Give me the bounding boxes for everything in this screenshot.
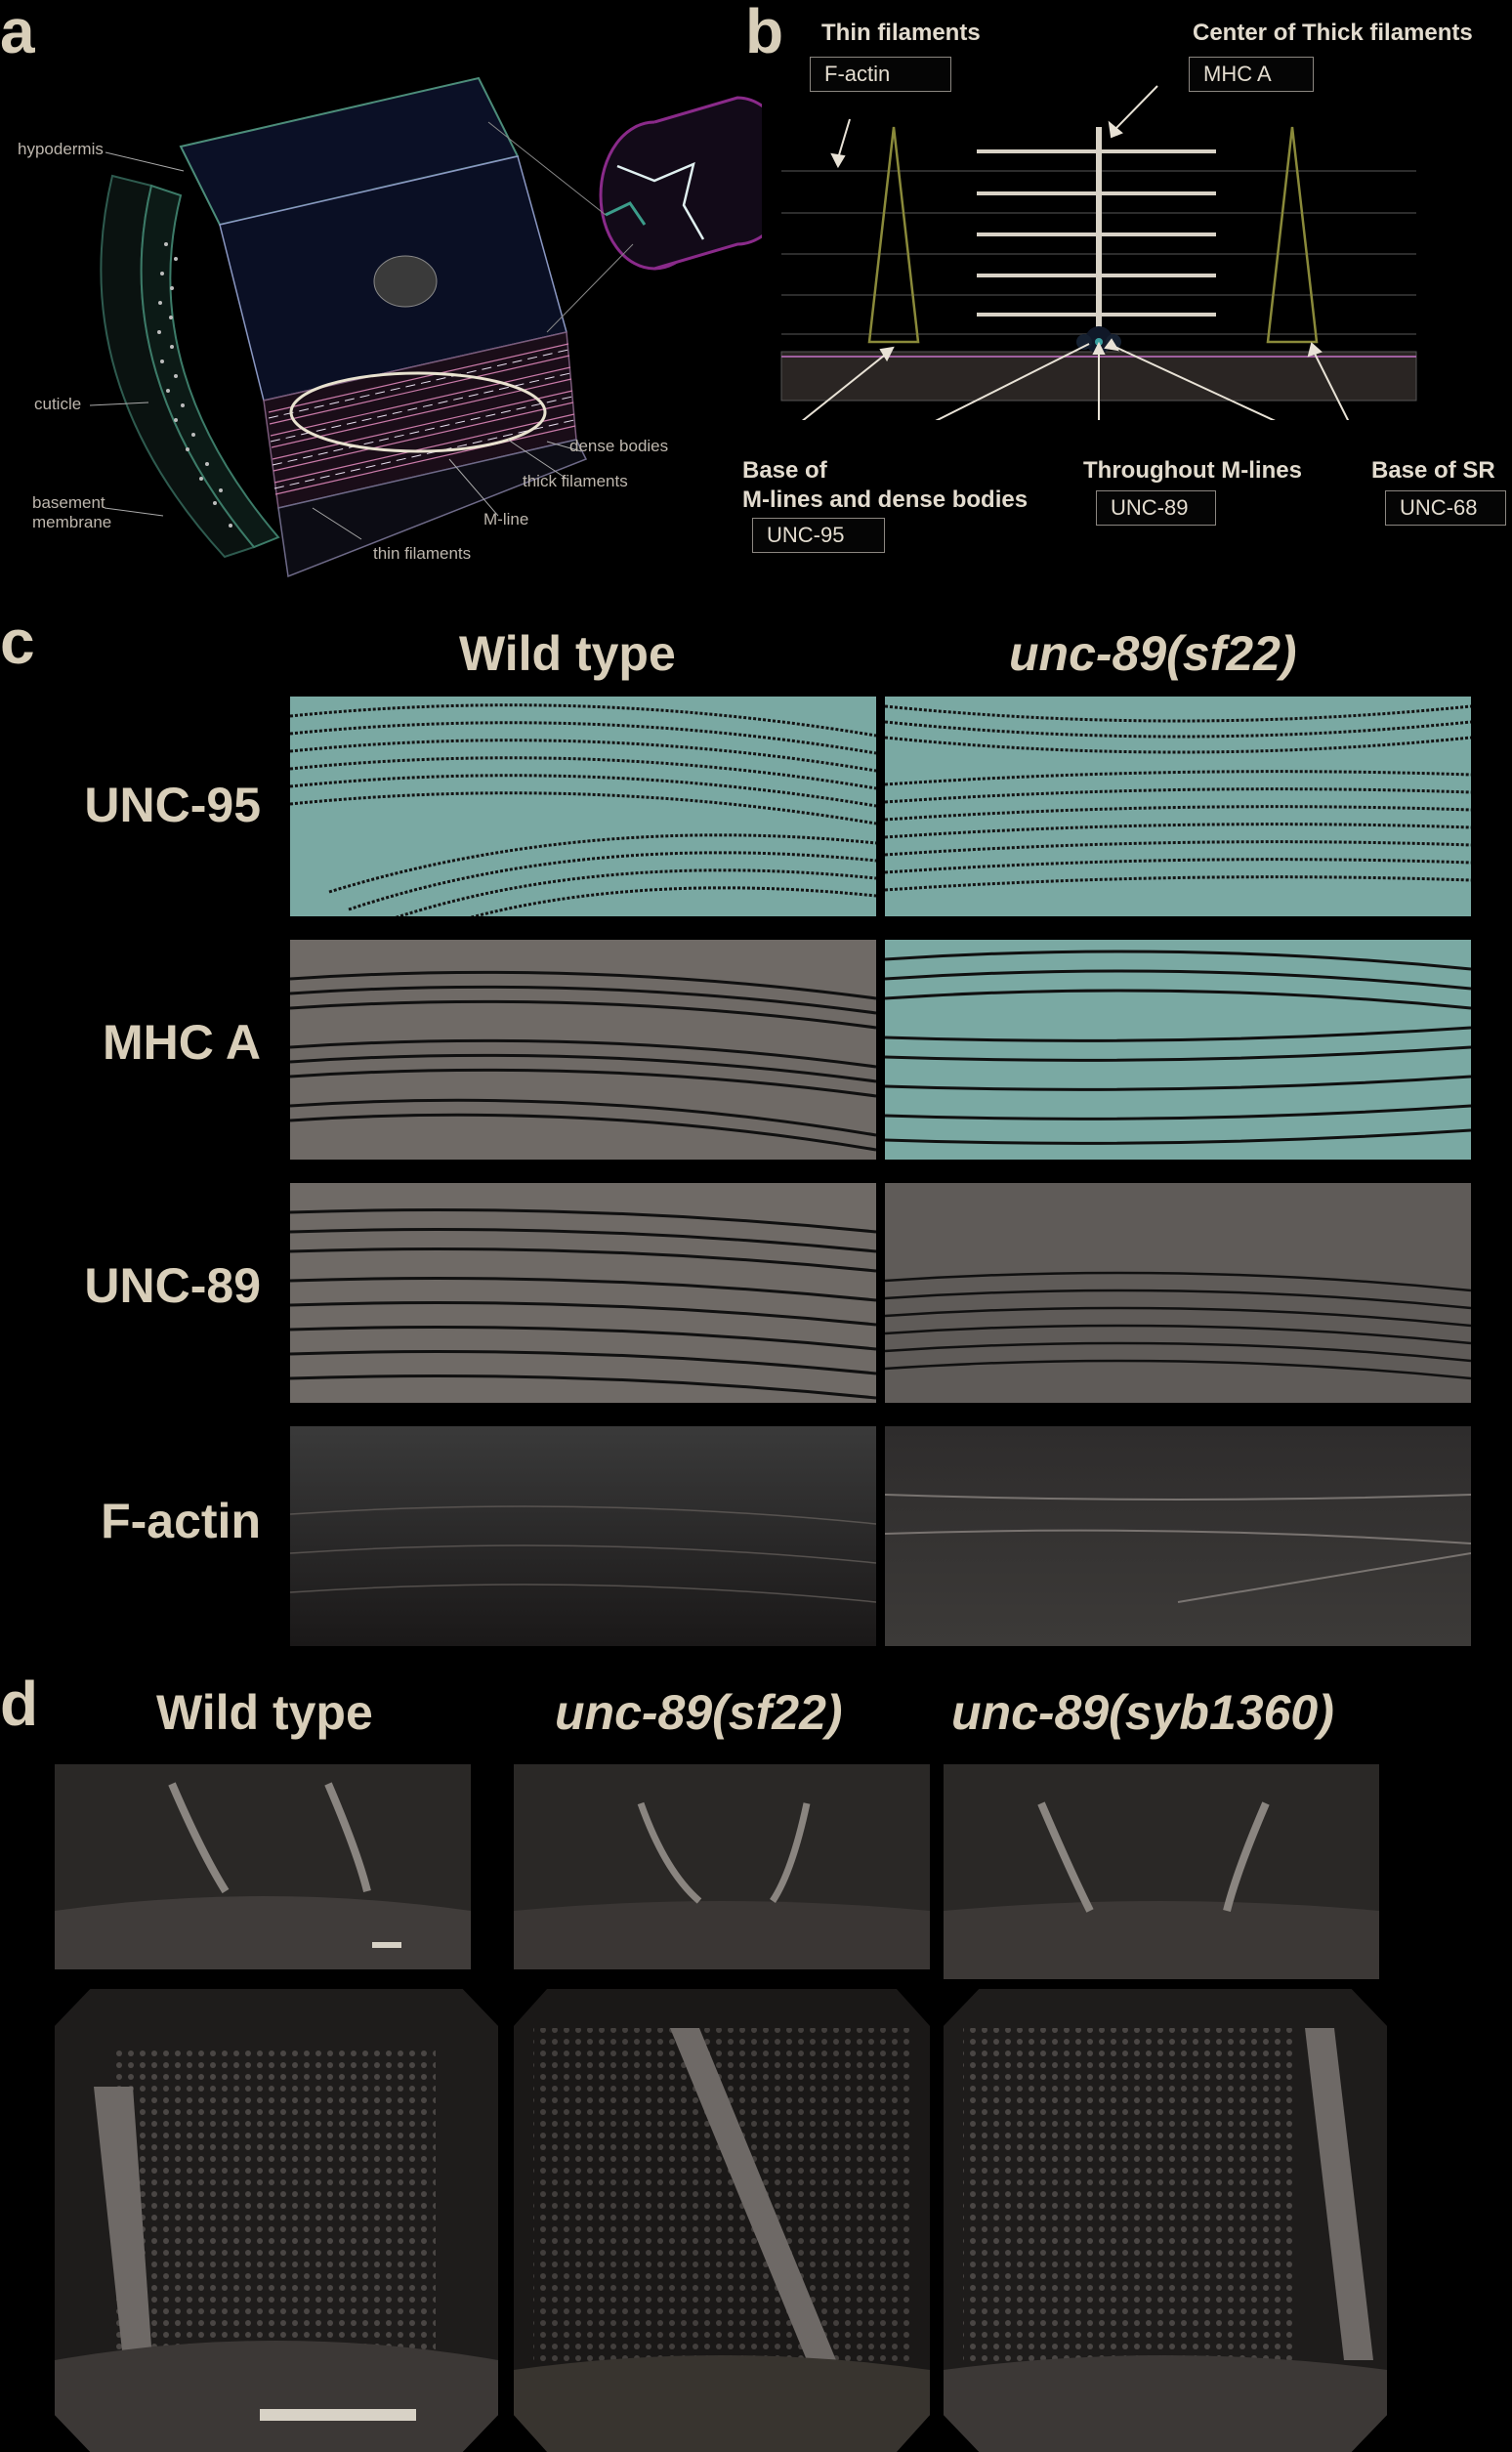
label-thick-filaments: thick filaments [523, 472, 628, 490]
base-sr-title: Base of SR [1371, 457, 1495, 484]
column-wild-type-d: Wild type [156, 1685, 373, 1740]
unc-89-box: UNC-89 [1096, 490, 1216, 526]
mhc-a-box: MHC A [1189, 57, 1314, 92]
micrograph-mhca-sf22 [885, 940, 1471, 1160]
panel-b-letter: b [745, 0, 784, 66]
micrograph-unc95-sf22 [885, 697, 1471, 916]
em-overview-wildtype [55, 1764, 471, 1969]
column-unc89-syb1360-d: unc-89(syb1360) [951, 1685, 1334, 1740]
unc-95-box: UNC-95 [752, 518, 885, 553]
label-m-line: M-line [483, 510, 529, 528]
thick-center-title: Center of Thick filaments [1193, 20, 1473, 46]
label-dense-bodies: dense bodies [569, 437, 669, 455]
column-wild-type-c: Wild type [459, 626, 676, 681]
label-hypodermis: hypodermis [18, 140, 104, 158]
label-thin-filaments: thin filaments [373, 544, 472, 563]
em-overview-sf22 [514, 1764, 930, 1969]
micrograph-unc95-wildtype [290, 697, 876, 916]
micrograph-mhca-wildtype [290, 940, 876, 1160]
row-label-f-actin: F-actin [101, 1494, 261, 1548]
micrograph-unc89-wildtype [290, 1183, 876, 1403]
panel-c-letter: c [0, 607, 35, 677]
label-cuticle: cuticle [34, 395, 82, 413]
label-basement: basement [32, 493, 105, 512]
panel-a-letter: a [0, 0, 35, 66]
micrograph-unc89-sf22 [885, 1183, 1471, 1403]
em-closeup-sf22 [514, 1989, 930, 2452]
micrograph-factin-sf22 [885, 1426, 1471, 1646]
em-overview-syb1360 [944, 1764, 1379, 1979]
em-closeup-syb1360 [944, 1989, 1387, 2452]
base-m-lines-title-1: Base of [742, 457, 827, 484]
label-membrane: membrane [32, 513, 112, 531]
thin-filaments-title: Thin filaments [821, 20, 981, 46]
f-actin-box: F-actin [810, 57, 951, 92]
base-m-lines-title-2: M-lines and dense bodies [742, 486, 1029, 513]
row-label-unc-89: UNC-89 [84, 1258, 261, 1313]
row-label-unc-95: UNC-95 [84, 778, 261, 832]
column-unc89-sf22-c: unc-89(sf22) [1009, 626, 1297, 681]
unc-68-box: UNC-68 [1385, 490, 1506, 526]
panel-d-letter: d [0, 1669, 39, 1739]
muscle-schematic [89, 76, 762, 578]
micrograph-factin-wildtype [290, 1426, 876, 1646]
sarcomere-diagram [780, 85, 1417, 420]
column-unc89-sf22-d: unc-89(sf22) [555, 1685, 843, 1740]
throughout-m-lines-title: Throughout M-lines [1083, 457, 1302, 484]
row-label-mhc-a: MHC A [102, 1015, 261, 1070]
em-closeup-wildtype [55, 1989, 498, 2452]
